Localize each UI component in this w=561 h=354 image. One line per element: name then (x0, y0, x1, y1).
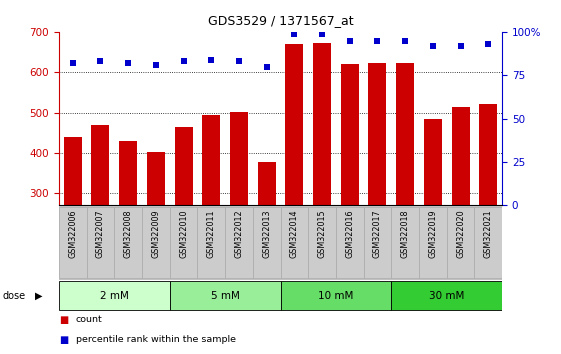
Bar (364, 207, 392, 278)
Bar (59, 281, 169, 310)
Bar (313, 43, 331, 205)
Text: GSM322014: GSM322014 (290, 210, 299, 258)
Text: GSM322015: GSM322015 (318, 210, 327, 258)
Bar (452, 107, 470, 205)
Point (456, 43, 465, 48)
Point (234, 58, 243, 64)
Bar (369, 63, 387, 205)
Bar (392, 281, 502, 310)
Text: 5 mM: 5 mM (211, 291, 240, 301)
Point (68, 60, 77, 66)
Text: GSM322012: GSM322012 (234, 210, 243, 258)
Bar (174, 127, 192, 205)
Bar (169, 207, 197, 278)
Bar (424, 119, 442, 205)
Bar (280, 281, 392, 310)
Bar (91, 125, 109, 205)
Text: GSM322006: GSM322006 (68, 210, 77, 258)
Bar (169, 281, 280, 310)
Text: 30 mM: 30 mM (429, 291, 465, 301)
Bar (336, 207, 364, 278)
Text: GSM322010: GSM322010 (179, 210, 188, 258)
Text: dose: dose (3, 291, 26, 301)
Point (345, 38, 354, 44)
Text: 2 mM: 2 mM (100, 291, 128, 301)
Bar (147, 152, 165, 205)
Text: GSM322013: GSM322013 (262, 210, 271, 258)
Bar (114, 207, 142, 278)
Bar (253, 207, 280, 278)
Text: GSM322017: GSM322017 (373, 210, 382, 258)
Point (151, 62, 160, 68)
Bar (286, 44, 304, 205)
Point (207, 57, 216, 62)
Bar (59, 207, 86, 278)
Bar (225, 207, 253, 278)
Text: GSM322007: GSM322007 (96, 210, 105, 258)
Text: ■: ■ (59, 315, 68, 325)
Point (96, 58, 105, 64)
Bar (308, 207, 336, 278)
Point (373, 38, 382, 44)
Bar (419, 207, 447, 278)
Text: GSM322020: GSM322020 (456, 210, 465, 258)
Text: 10 mM: 10 mM (318, 291, 353, 301)
Bar (119, 141, 137, 205)
Point (429, 43, 438, 48)
Point (179, 58, 188, 64)
Bar (86, 207, 114, 278)
Bar (142, 207, 169, 278)
Point (123, 60, 132, 66)
Bar (392, 207, 419, 278)
Bar (396, 63, 414, 205)
Text: GSM322016: GSM322016 (345, 210, 354, 258)
Text: GSM322011: GSM322011 (207, 210, 216, 258)
Bar (475, 207, 502, 278)
Point (290, 31, 299, 36)
Bar (257, 162, 275, 205)
Point (484, 41, 493, 47)
Bar (341, 64, 358, 205)
Text: GSM322009: GSM322009 (151, 210, 160, 258)
Text: GDS3529 / 1371567_at: GDS3529 / 1371567_at (208, 14, 353, 27)
Bar (203, 115, 220, 205)
Text: ▶: ▶ (35, 291, 42, 301)
Text: count: count (76, 315, 103, 324)
Bar (280, 207, 308, 278)
Point (401, 38, 410, 44)
Point (318, 31, 327, 36)
Bar (230, 112, 248, 205)
Point (262, 64, 271, 69)
Bar (447, 207, 475, 278)
Bar (64, 137, 82, 205)
Bar (479, 104, 497, 205)
Text: GSM322008: GSM322008 (123, 210, 132, 258)
Text: ■: ■ (59, 335, 68, 344)
Bar (197, 207, 225, 278)
Text: GSM322019: GSM322019 (429, 210, 438, 258)
Text: GSM322021: GSM322021 (484, 210, 493, 258)
Text: percentile rank within the sample: percentile rank within the sample (76, 335, 236, 343)
Text: GSM322018: GSM322018 (401, 210, 410, 258)
